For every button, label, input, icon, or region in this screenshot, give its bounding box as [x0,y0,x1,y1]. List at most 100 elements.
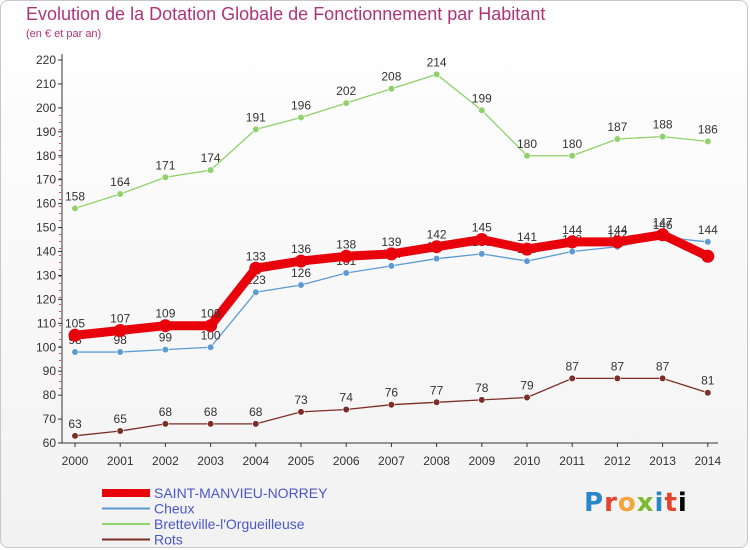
data-label: 214 [427,55,447,69]
data-label: 78 [475,381,489,395]
data-label: 126 [291,266,311,280]
y-tick-label: 180 [36,149,56,163]
x-tick-label: 2012 [604,454,631,468]
legend: SAINT-MANVIEU-NORREYCheuxBretteville-l'O… [102,485,328,548]
data-point [339,249,353,263]
data-label: 144 [698,223,718,237]
y-tick-label: 190 [36,125,56,139]
data-point [68,328,82,342]
data-point [658,374,667,382]
logo-letter: t [664,488,678,518]
data-point [161,420,169,428]
proxiti-logo: Proxiti [584,488,688,518]
y-tick-label: 110 [37,316,56,330]
y-tick-label: 130 [36,268,56,282]
data-label: 76 [385,386,399,400]
data-label: 180 [517,137,537,151]
data-point [342,269,350,277]
data-point [610,235,624,249]
data-point [568,247,576,256]
y-tick-label: 140 [36,245,56,259]
data-point [116,427,124,435]
legend-label: Rots [154,532,183,548]
data-point [568,374,576,382]
data-point [252,125,260,134]
data-label: 141 [517,230,537,244]
data-label: 65 [114,412,128,426]
data-label: 77 [430,383,444,397]
data-point [523,393,531,402]
data-point [478,106,486,114]
data-label: 87 [656,359,670,373]
y-tick-label: 100 [36,340,56,354]
data-label: 144 [562,223,582,237]
data-label: 79 [520,379,534,393]
legend-label: Cheux [154,501,194,517]
data-point [478,250,486,258]
y-tick-label: 210 [36,77,56,91]
data-label: 180 [562,137,582,151]
data-point [207,343,215,351]
x-tick-label: 2000 [62,454,89,468]
data-label: 74 [340,390,354,404]
data-label: 188 [653,118,673,132]
data-label: 171 [155,158,175,172]
data-label: 145 [472,221,492,235]
data-label: 81 [701,374,715,388]
data-label: 136 [291,242,311,256]
data-label: 186 [698,122,718,136]
data-point [384,247,398,261]
data-label: 68 [159,405,173,419]
data-point [613,374,622,382]
legend-label: SAINT-MANVIEU-NORREY [154,485,328,501]
x-tick-label: 2014 [694,454,721,468]
logo-letter: o [617,488,637,518]
data-point [658,133,667,141]
x-tick-label: 2007 [378,454,405,468]
y-tick-label: 60 [43,436,57,450]
data-label: 146 [653,218,673,232]
data-point [656,228,670,242]
data-point [297,113,305,122]
data-point [71,348,79,356]
data-point [71,432,79,440]
data-point [565,235,579,249]
data-point [116,190,124,198]
legend-label: Bretteville-l'Orgueilleuse [154,516,305,532]
chart-subtitle: (en € et par an) [26,28,102,40]
x-tick-label: 2001 [107,454,134,468]
series-3: 63 65 68 68 68 73 74 76 77 78 79 87 87 87 81 [68,359,715,440]
data-point [207,420,215,428]
x-tick-label: 2008 [423,454,450,468]
data-label: 174 [201,151,221,165]
x-tick-label: 2003 [197,454,224,468]
series-line [74,73,708,210]
data-label: 202 [336,84,356,98]
data-label: 100 [201,328,221,342]
data-point [478,396,486,404]
data-label: 191 [246,110,266,124]
data-point [704,389,712,397]
data-point [297,408,305,416]
data-label: 144 [607,223,627,237]
data-label: 158 [65,189,85,203]
data-label: 133 [246,249,266,263]
data-point [387,262,396,270]
data-label: 105 [65,316,85,330]
data-point [523,257,531,265]
y-tick-label: 200 [36,101,56,115]
data-point [568,152,576,160]
data-point [387,85,396,93]
data-point [207,166,215,174]
data-label: 107 [110,311,130,325]
x-tick-label: 2002 [152,454,179,468]
data-label: 109 [155,307,175,321]
axes: 60 70 80 90 100 110 120 130 140 150 160 170 180 190 20… [36,53,722,468]
data-point [158,319,172,333]
data-point [161,173,169,181]
data-label: 164 [110,175,130,189]
data-point [113,323,127,337]
x-tick-label: 2004 [242,454,269,468]
data-label: 87 [566,359,580,373]
